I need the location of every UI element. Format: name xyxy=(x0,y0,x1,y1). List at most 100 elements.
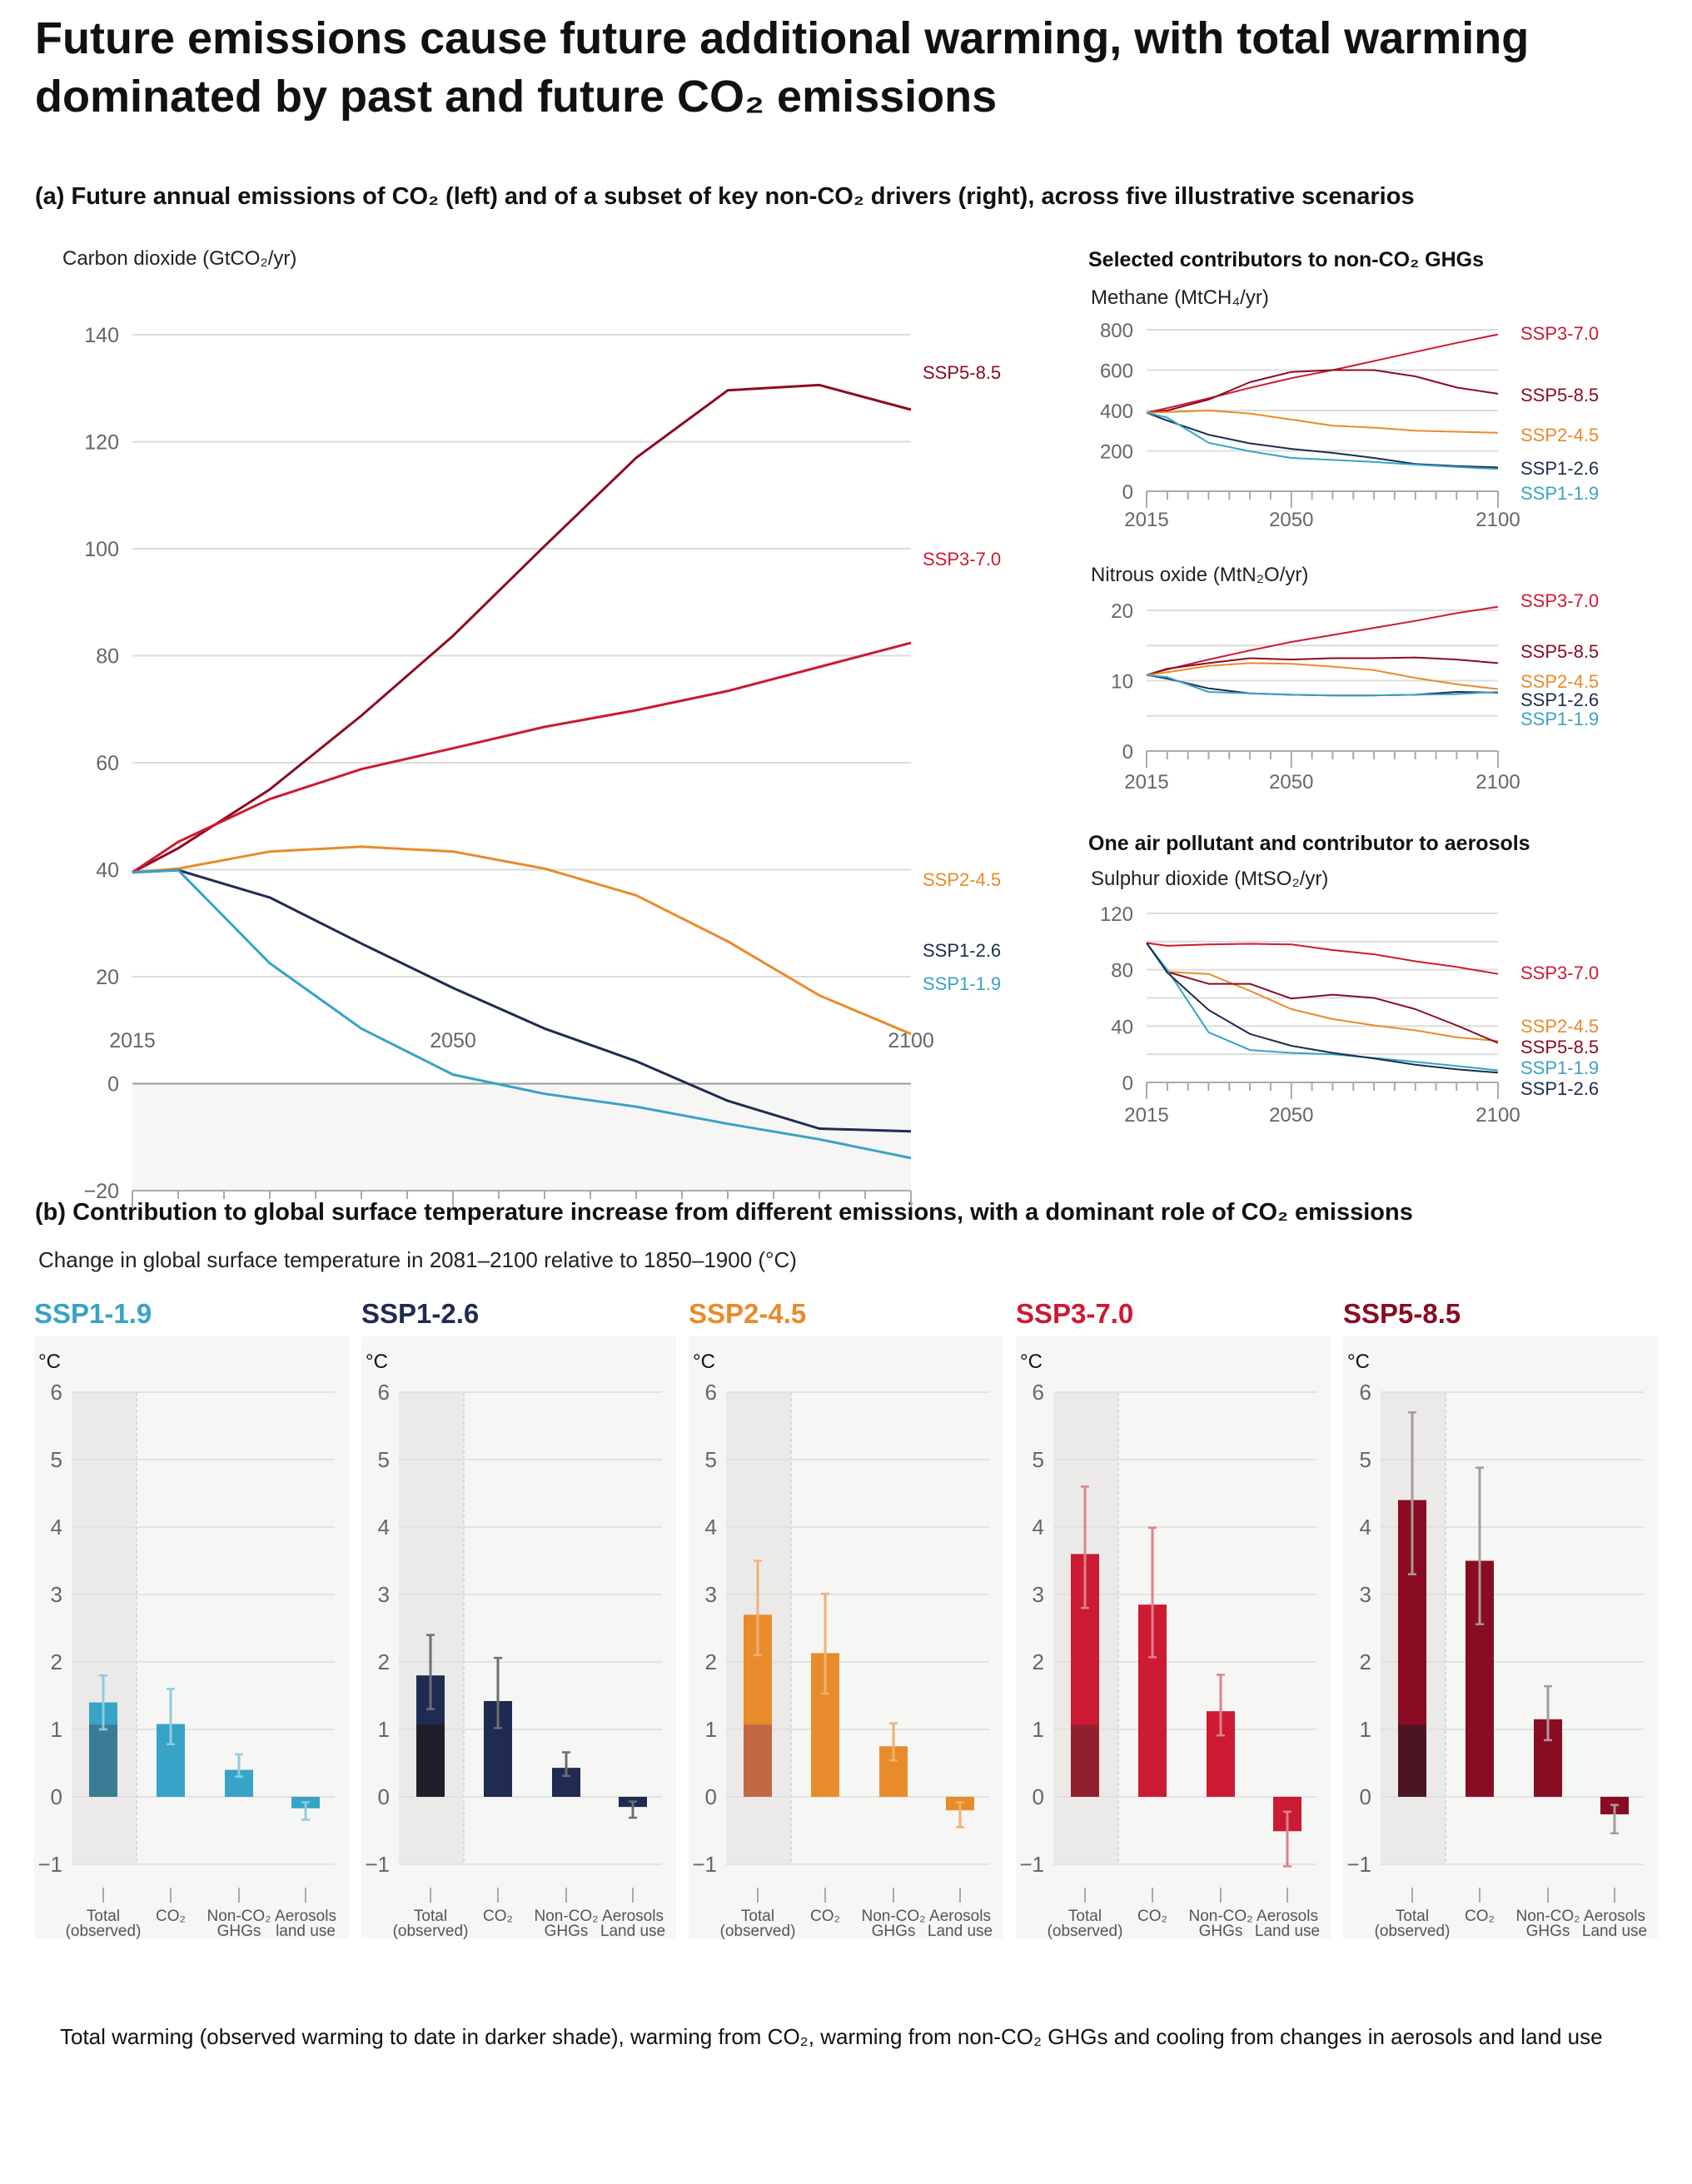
series-line-ssp3-7.0 xyxy=(1146,942,1499,975)
y-tick-label: 120 xyxy=(1100,903,1133,926)
y-tick-label: 600 xyxy=(1100,361,1133,383)
y-tick-label: 0 xyxy=(1360,1784,1371,1809)
x-tick-label: 2015 xyxy=(109,1029,156,1052)
series-label: SSP3-7.0 xyxy=(923,549,1001,570)
scenario-title: SSP1-2.6 xyxy=(361,1298,479,1329)
category-label: CO₂ xyxy=(156,1908,186,1925)
y-tick-label: 800 xyxy=(1100,320,1133,342)
bar-panel-ssp1-2.6: SSP1-2.6 °C −1 0 1 2 3 4 5 6 Total(observed) CO₂ Non… xyxy=(361,1298,676,1940)
series-label: SSP1-2.6 xyxy=(1520,1078,1599,1099)
scenario-title: SSP2-4.5 xyxy=(689,1298,806,1329)
non-co2-heading: Selected contributors to non-CO₂ GHGs xyxy=(1088,248,1484,271)
line-chart-2: Nitrous oxide (MtN₂O/yr) 0 10 20 2015 2050 210… xyxy=(1091,564,1599,794)
category-label: Land use xyxy=(1255,1923,1320,1940)
category-label: Non-CO₂ xyxy=(861,1908,925,1925)
y-tick-label: −1 xyxy=(37,1852,62,1877)
y-tick-label: 0 xyxy=(1122,741,1133,764)
y-tick-label: 2 xyxy=(1033,1649,1044,1674)
y-tick-label: 2 xyxy=(705,1649,717,1674)
y-tick-label: 80 xyxy=(1111,960,1133,983)
y-tick-label: 2 xyxy=(378,1649,390,1674)
bar-panel-ssp3-7.0: SSP3-7.0 °C −1 0 1 2 3 4 5 6 Total(observed) CO₂ Non… xyxy=(1016,1298,1331,1940)
series-line-ssp5-8.5 xyxy=(1146,369,1499,414)
observed-warming-bar xyxy=(1398,1724,1426,1797)
series-line-ssp1-1.9 xyxy=(132,868,912,1160)
bar-panel-ssp1-1.9: SSP1-1.9 °C −1 0 1 2 3 4 5 6 Total(observed) CO₂ Non… xyxy=(34,1298,349,1940)
panel-b-heading: (b) Contribution to global surface tempe… xyxy=(35,1199,1413,1226)
series-line-ssp2-4.5 xyxy=(1146,662,1499,690)
y-tick-label: 4 xyxy=(705,1515,717,1540)
y-tick-label: 6 xyxy=(705,1380,717,1405)
line-chart-1: Methane (MtCH₄/yr) 0 200 400 600 800 2015 2050 2… xyxy=(1091,286,1599,531)
category-label: Non-CO₂ xyxy=(1515,1908,1580,1925)
category-label: Total xyxy=(414,1908,447,1925)
y-tick-label: 2 xyxy=(1360,1649,1371,1674)
scenario-title: SSP5-8.5 xyxy=(1343,1298,1461,1329)
category-label: Land use xyxy=(600,1923,665,1940)
category-label: GHGs xyxy=(872,1923,916,1940)
category-label: CO₂ xyxy=(810,1908,840,1925)
series-line-ssp3-7.0 xyxy=(1146,605,1499,676)
x-tick-label: 2050 xyxy=(1269,1104,1313,1127)
x-tick-label: 2015 xyxy=(1124,771,1168,794)
y-tick-label: 140 xyxy=(84,324,119,347)
observed-warming-bar xyxy=(1071,1724,1099,1797)
category-label: (observed) xyxy=(1048,1923,1123,1940)
panel-b-subtitle: Change in global surface temperature in … xyxy=(38,1247,797,1272)
y-tick-label: −1 xyxy=(365,1852,390,1877)
category-label: Aerosols xyxy=(602,1908,664,1925)
y-tick-label: 0 xyxy=(51,1784,62,1809)
series-label: SSP2-4.5 xyxy=(1520,1016,1599,1037)
panel-b-footer: Total warming (observed warming to date … xyxy=(60,2024,1603,2049)
series-label: SSP5-8.5 xyxy=(1520,1037,1599,1057)
series-line-ssp2-4.5 xyxy=(1146,942,1499,1042)
y-tick-label: −1 xyxy=(692,1852,717,1877)
series-label: SSP1-1.9 xyxy=(1520,483,1599,504)
y-tick-label: 4 xyxy=(1033,1515,1044,1540)
scenario-title: SSP1-1.9 xyxy=(34,1298,152,1329)
series-label: SSP5-8.5 xyxy=(1520,641,1599,662)
y-tick-label: 0 xyxy=(1122,1072,1133,1095)
series-line-ssp3-7.0 xyxy=(1146,333,1499,414)
series-label: SSP3-7.0 xyxy=(1520,963,1599,983)
y-tick-label: 5 xyxy=(51,1447,62,1472)
y-tick-label: 1 xyxy=(1360,1717,1371,1742)
y-axis-label: Nitrous oxide (MtN₂O/yr) xyxy=(1091,564,1308,586)
series-line-ssp1-1.9 xyxy=(1146,674,1499,697)
y-tick-label: 6 xyxy=(1033,1380,1044,1405)
series-label: SSP1-1.9 xyxy=(923,973,1001,994)
series-label: SSP5-8.5 xyxy=(1520,385,1599,405)
y-tick-label: 6 xyxy=(51,1380,62,1405)
y-tick-label: 0 xyxy=(378,1784,390,1809)
page-title-line-2: dominated by past and future CO₂ emissio… xyxy=(35,72,997,122)
category-label: land use xyxy=(276,1923,336,1940)
x-tick-label: 2050 xyxy=(1269,509,1313,531)
category-label: Non-CO₂ xyxy=(207,1908,271,1925)
series-line-ssp2-4.5 xyxy=(1146,410,1499,434)
y-tick-label: 40 xyxy=(1111,1016,1133,1038)
y-tick-label: 40 xyxy=(96,859,119,883)
y-tick-label: 4 xyxy=(378,1515,390,1540)
y-tick-label: 5 xyxy=(1033,1447,1044,1472)
x-tick-label: 2050 xyxy=(430,1029,476,1052)
y-tick-label: 5 xyxy=(705,1447,717,1472)
category-label: Aerosols xyxy=(275,1908,336,1925)
y-axis-label: Methane (MtCH₄/yr) xyxy=(1091,286,1269,309)
y-tick-label: 0 xyxy=(107,1073,119,1097)
series-label: SSP1-1.9 xyxy=(1520,1057,1599,1078)
page-title-line-1: Future emissions cause future additional… xyxy=(35,13,1529,63)
series-line-ssp2-4.5 xyxy=(132,845,912,1036)
category-label: (observed) xyxy=(393,1923,469,1940)
y-tick-label: 5 xyxy=(378,1447,390,1472)
y-tick-label: 0 xyxy=(705,1784,717,1809)
unit-label: °C xyxy=(693,1351,715,1373)
x-tick-label: 2050 xyxy=(1269,771,1313,794)
observed-warming-bar xyxy=(89,1724,117,1797)
category-label: Non-CO₂ xyxy=(534,1908,598,1925)
series-line-ssp5-8.5 xyxy=(1146,656,1499,676)
category-label: CO₂ xyxy=(483,1908,513,1925)
category-label: CO₂ xyxy=(1465,1908,1495,1925)
series-line-ssp1-2.6 xyxy=(132,868,912,1133)
y-tick-label: 3 xyxy=(1360,1582,1371,1607)
